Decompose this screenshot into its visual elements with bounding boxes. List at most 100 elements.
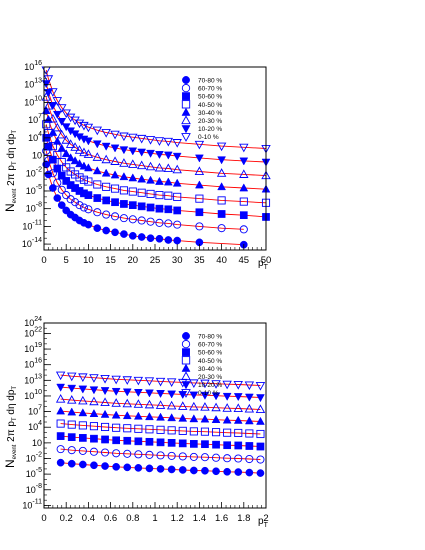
data-point <box>111 198 119 207</box>
data-point <box>194 166 205 175</box>
data-point <box>53 164 62 173</box>
data-point <box>66 167 75 176</box>
y-tick-label: 104 <box>28 420 42 432</box>
data-point <box>256 416 265 425</box>
data-point <box>111 387 121 396</box>
data-point <box>89 447 98 456</box>
data-point <box>137 148 147 157</box>
legend-label: 50-60 % <box>198 94 222 101</box>
data-point <box>172 152 182 161</box>
data-point <box>89 409 99 417</box>
data-point <box>92 166 102 175</box>
data-point <box>211 415 221 423</box>
top-markers <box>41 66 271 249</box>
x-tick-label: 15 <box>105 255 116 266</box>
y-tick-label: 1010 <box>24 95 42 107</box>
data-point <box>133 399 144 408</box>
data-point <box>223 428 232 437</box>
x-tick-label: 30 <box>172 255 183 266</box>
data-point <box>101 129 111 138</box>
data-point <box>119 186 128 195</box>
data-point <box>101 462 109 470</box>
data-point <box>211 380 221 389</box>
data-point <box>89 422 98 431</box>
data-point <box>136 160 147 170</box>
y-tick-label: 10 <box>32 438 42 448</box>
top-legend: 70-80 %60-70 %50-60 %40-50 %30-40 %20-30… <box>181 76 222 142</box>
data-point <box>134 424 143 433</box>
data-point <box>167 413 177 422</box>
data-point <box>195 154 204 163</box>
data-point <box>93 208 102 217</box>
data-point <box>134 464 143 472</box>
legend-label: 20-30 % <box>198 118 222 125</box>
data-point <box>70 156 80 165</box>
data-point <box>102 196 111 205</box>
data-point <box>156 451 165 460</box>
y-tick-label: 10-8 <box>26 483 42 495</box>
data-point <box>102 226 111 235</box>
y-tick-label: 10-11 <box>22 219 42 231</box>
data-point <box>167 439 176 447</box>
data-point <box>93 224 102 233</box>
data-point <box>128 147 138 156</box>
data-point <box>137 174 147 183</box>
data-point <box>122 376 132 385</box>
data-point <box>155 218 164 227</box>
data-point <box>223 467 231 476</box>
data-point <box>190 466 198 475</box>
y-tick-label: 10-2 <box>26 166 42 178</box>
data-point <box>163 177 173 186</box>
data-point <box>128 201 137 209</box>
y-tick-label: 1016 <box>24 358 42 370</box>
fit-line <box>45 150 244 230</box>
data-point <box>71 198 80 207</box>
top-y-axis-label: Nevent 2π pT dη dpT d2Nch (GeV-2 c2) <box>0 61 18 212</box>
data-point <box>67 407 77 416</box>
data-point <box>119 132 129 142</box>
data-point <box>145 161 156 171</box>
data-point <box>123 436 132 445</box>
data-point <box>145 437 154 446</box>
data-point <box>74 119 85 129</box>
data-point <box>189 401 199 411</box>
data-point <box>154 137 165 146</box>
data-point <box>123 463 132 472</box>
data-point <box>61 109 71 119</box>
data-point <box>137 188 146 197</box>
data-point <box>222 380 232 390</box>
data-point <box>79 434 87 442</box>
data-point <box>239 157 249 166</box>
data-point <box>244 416 254 425</box>
data-point <box>44 170 53 179</box>
data-point <box>56 432 65 440</box>
data-point <box>67 384 77 393</box>
data-point <box>57 201 66 209</box>
bottom-legend: 70-80 %60-70 %50-60 %40-50 %30-40 %20-30… <box>181 332 222 398</box>
data-point <box>53 178 62 187</box>
data-point <box>233 380 243 390</box>
data-point <box>167 426 176 435</box>
data-point <box>200 414 210 423</box>
data-point <box>75 201 84 210</box>
x-tick-label: 0 <box>41 513 46 524</box>
data-point <box>110 156 120 165</box>
bottom-y-axis-label: Nevent 2π pT dη dpT d2Nch (GeV-2 c2) <box>0 317 18 468</box>
data-point <box>155 400 166 409</box>
fit-line <box>60 374 261 386</box>
data-point <box>89 386 99 395</box>
data-point <box>78 395 88 405</box>
data-point <box>146 203 155 212</box>
data-point <box>128 215 137 224</box>
bottom-x-ticks: 0 0.2 0.4 0.6 0.8 1 1.2 1.4 1.6 1.8 2 <box>41 502 269 524</box>
data-point <box>119 214 128 223</box>
data-point <box>167 465 176 474</box>
data-point <box>100 374 110 384</box>
x-tick-label: 40 <box>216 255 227 266</box>
data-point <box>93 194 102 202</box>
data-point <box>112 423 121 432</box>
data-point <box>244 403 255 413</box>
data-point <box>70 142 80 151</box>
data-point <box>255 404 266 414</box>
